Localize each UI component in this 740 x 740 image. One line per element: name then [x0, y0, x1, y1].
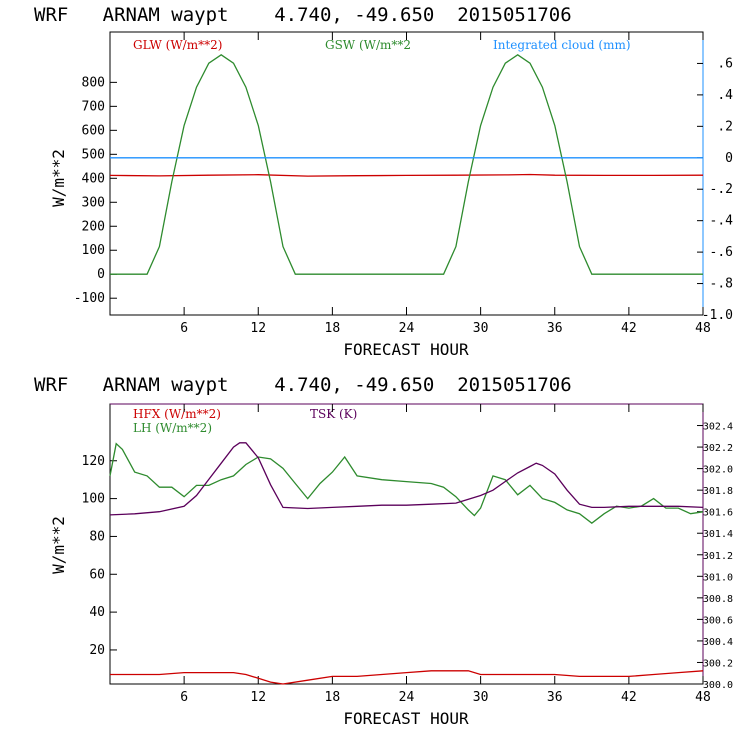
bottom-chart-title: WRF ARNAM waypt 4.740, -49.650 201505170…	[34, 374, 572, 396]
bot-y2tick-label: 300.4	[703, 637, 733, 648]
bot-series-line-2	[109, 442, 704, 516]
top-y2tick-label: 0	[725, 151, 733, 166]
top-ytick-label: 100	[82, 243, 105, 258]
bot-ytick-label: 40	[89, 605, 105, 620]
top-ytick-label: 200	[82, 219, 105, 234]
bot-y2tick-label: 300.6	[703, 615, 733, 626]
bot-y2tick-label: 300.8	[703, 594, 733, 605]
bot-y2tick-label: 300.0	[703, 680, 733, 691]
top-y2tick-label: -.4	[710, 214, 734, 229]
top-legend-glw: GLW (W/m**2)	[133, 38, 222, 52]
top-ytick-label: 600	[82, 123, 105, 138]
bot-xtick-label: 24	[399, 690, 415, 705]
bottom-legend-tsk: TSK (K)	[310, 407, 357, 421]
bot-y2tick-label: 301.2	[703, 551, 733, 562]
top-ytick-label: 700	[82, 99, 105, 114]
bot-xtick-label: 30	[473, 690, 489, 705]
top-chart-title: WRF ARNAM waypt 4.740, -49.650 201505170…	[34, 4, 572, 26]
top-y2tick-label: -.8	[710, 277, 733, 292]
bot-xtick-label: 42	[621, 690, 637, 705]
top-y2-axis: -1.0 -.8 -.6 -.4 -.2 0 .2 .4 .6	[697, 56, 733, 323]
bottom-xlabel: FORECAST HOUR	[343, 709, 469, 728]
top-y2tick-label: -.2	[710, 182, 733, 197]
top-ylabel: W/m**2	[49, 149, 68, 207]
top-xtick-label: 42	[621, 321, 637, 336]
bot-y2tick-label: 302.2	[703, 443, 733, 454]
top-ytick-label: 400	[82, 171, 105, 186]
bot-series-line-1	[109, 442, 704, 525]
top-y2tick-label: .2	[717, 119, 733, 134]
top-y2tick-label: .4	[717, 88, 733, 103]
top-series-line-1	[110, 54, 703, 275]
top-series-line-0	[109, 173, 704, 177]
top-ytick-label: 0	[97, 267, 105, 282]
bottom-ylabel: W/m**2	[49, 516, 68, 574]
bottom-legend-hfx: HFX (W/m**2)	[133, 407, 221, 421]
top-xtick-label: 48	[695, 321, 711, 336]
bottom-y-axis: 20 40 60 80 100 120	[82, 454, 117, 658]
bot-xtick-label: 12	[250, 690, 266, 705]
top-xtick-label: 12	[250, 321, 266, 336]
bottom-x-axis: 6 12 18 24 30 36 42 48	[180, 404, 711, 705]
bot-ytick-label: 60	[89, 567, 105, 582]
top-legend-gsw: GSW (W/m**2	[325, 38, 411, 52]
bot-xtick-label: 36	[547, 690, 563, 705]
bot-y2tick-label: 300.2	[703, 658, 733, 669]
bottom-series-group	[109, 442, 704, 685]
top-y2tick-label: -1.0	[702, 308, 733, 323]
top-plot-frame	[109, 31, 704, 316]
top-y2tick-label: .6	[717, 56, 733, 71]
bot-ytick-label: 20	[89, 643, 105, 658]
bot-xtick-label: 18	[325, 690, 341, 705]
bot-ytick-label: 100	[82, 492, 105, 507]
bot-y2tick-label: 301.4	[703, 529, 733, 540]
top-x-axis: 6 12 18 24 30 36 42 48	[180, 32, 711, 336]
bot-y2tick-label: 301.6	[703, 508, 733, 519]
bot-ytick-label: 80	[89, 529, 105, 544]
top-xtick-label: 30	[473, 321, 489, 336]
bottom-legend-lh: LH (W/m**2)	[133, 421, 212, 435]
bot-y2tick-label: 301.0	[703, 572, 733, 583]
top-y2tick-label: -.6	[710, 245, 733, 260]
bot-y2tick-label: 302.0	[703, 465, 733, 476]
top-ytick-label: 800	[82, 75, 105, 90]
bot-xtick-label: 48	[695, 690, 711, 705]
top-xtick-label: 24	[399, 321, 415, 336]
bot-xtick-label: 6	[180, 690, 188, 705]
top-ytick-label: -100	[74, 291, 105, 306]
top-xlabel: FORECAST HOUR	[343, 340, 469, 359]
top-xtick-label: 36	[547, 321, 563, 336]
bot-y2tick-label: 302.4	[703, 422, 733, 433]
top-ytick-label: 500	[82, 147, 105, 162]
top-series-group	[109, 54, 704, 275]
top-y-axis: -100 0 100 200 300 400 500 600 700 800	[74, 75, 117, 306]
top-xtick-label: 18	[325, 321, 341, 336]
bottom-plot-frame	[109, 403, 704, 685]
bot-series-line-0	[110, 670, 704, 685]
top-legend-cloud: Integrated cloud (mm)	[493, 38, 631, 52]
bottom-y2-axis: 300.0 300.2 300.4 300.6 300.8 301.0 301.2 301.4…	[697, 422, 733, 691]
bot-y2tick-label: 301.8	[703, 486, 733, 497]
top-ytick-label: 300	[82, 195, 105, 210]
top-xtick-label: 6	[180, 321, 188, 336]
bot-ytick-label: 120	[82, 454, 105, 469]
